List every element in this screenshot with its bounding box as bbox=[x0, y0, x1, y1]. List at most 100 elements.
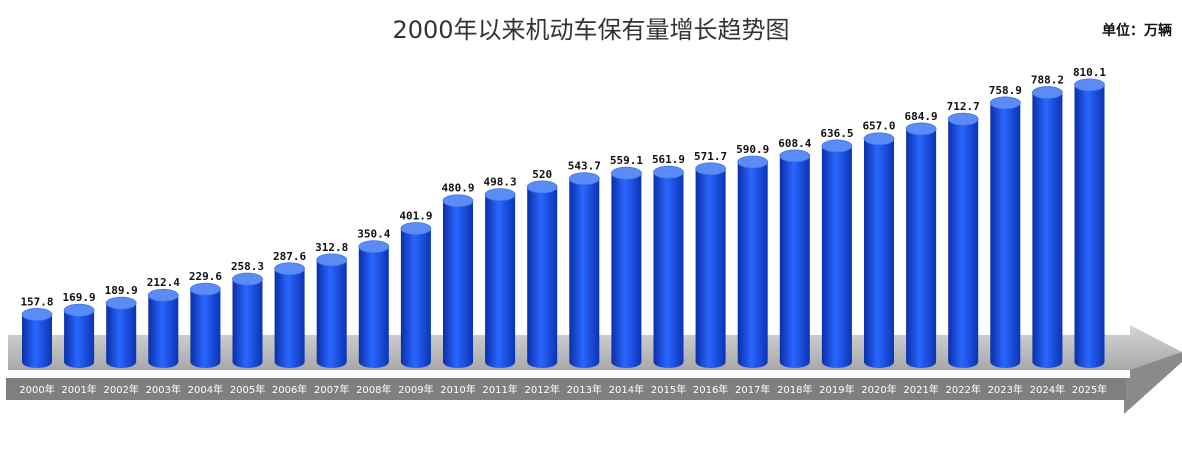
bar-21 bbox=[905, 122, 937, 368]
bar-top bbox=[947, 112, 979, 126]
x-tick-label: 2006年 bbox=[272, 383, 307, 396]
axis-band bbox=[6, 378, 1126, 400]
bar-2 bbox=[105, 296, 137, 368]
bar-12 bbox=[526, 180, 558, 368]
bar-5 bbox=[232, 272, 263, 368]
x-tick-label: 2018年 bbox=[777, 383, 812, 396]
data-label: 480.9 bbox=[441, 182, 474, 195]
bar-13 bbox=[568, 172, 600, 368]
bar-top bbox=[189, 282, 221, 296]
bar-body bbox=[864, 138, 894, 368]
bar-body bbox=[358, 246, 389, 368]
x-tick-label: 2005年 bbox=[230, 383, 265, 396]
bar-22 bbox=[947, 112, 979, 368]
tick-labels-group: 2000年 2001年 2002年 2003年 2004年 2005年 2006年 2007年… bbox=[19, 383, 1107, 396]
x-tick-label: 2003年 bbox=[146, 383, 181, 396]
bar-body bbox=[737, 162, 768, 368]
x-tick-label: 2024年 bbox=[1030, 383, 1065, 396]
bar-19 bbox=[821, 139, 853, 368]
x-tick-label: 2002年 bbox=[103, 383, 138, 396]
x-tick-label: 2022年 bbox=[945, 383, 980, 396]
data-label: 401.9 bbox=[399, 210, 432, 223]
bar-15 bbox=[653, 165, 684, 368]
bar-body bbox=[106, 303, 137, 368]
bar-top bbox=[863, 132, 895, 146]
x-tick-label: 2023年 bbox=[988, 383, 1023, 396]
bar-body bbox=[1074, 84, 1105, 369]
data-label: 157.8 bbox=[20, 295, 53, 308]
x-tick-label: 2025年 bbox=[1072, 383, 1107, 396]
x-tick-label: 2020年 bbox=[861, 383, 896, 396]
bar-top bbox=[905, 122, 937, 136]
bar-body bbox=[569, 178, 600, 368]
x-tick-label: 2015年 bbox=[651, 383, 686, 396]
bar-6 bbox=[274, 262, 306, 368]
bar-25 bbox=[1074, 78, 1105, 369]
x-tick-label: 2001年 bbox=[61, 383, 96, 396]
data-label: 258.3 bbox=[231, 260, 264, 273]
bar-top bbox=[63, 303, 95, 317]
bar-top bbox=[484, 188, 516, 201]
bar-9 bbox=[400, 222, 432, 368]
data-label: 350.4 bbox=[357, 228, 390, 241]
bar-17 bbox=[737, 155, 769, 368]
data-label: 559.1 bbox=[610, 154, 643, 167]
bar-top bbox=[358, 240, 390, 254]
chart-title: 2000年以来机动车保有量增长趋势图 bbox=[392, 16, 790, 44]
data-label: 561.9 bbox=[652, 153, 685, 166]
bar-top bbox=[653, 165, 684, 179]
bar-body bbox=[527, 186, 558, 368]
bar-16 bbox=[695, 162, 726, 368]
x-tick-label: 2013年 bbox=[567, 383, 602, 396]
bar-body bbox=[653, 172, 684, 368]
x-tick-label: 2011年 bbox=[482, 383, 517, 396]
data-label: 636.5 bbox=[820, 127, 853, 140]
bar-body bbox=[274, 268, 305, 368]
x-tick-label: 2000年 bbox=[19, 383, 54, 396]
x-tick-label: 2019年 bbox=[819, 383, 854, 396]
bar-3 bbox=[147, 288, 179, 368]
x-tick-label: 2009年 bbox=[398, 383, 433, 396]
bar-top bbox=[611, 166, 642, 180]
bar-top bbox=[316, 253, 348, 267]
data-label: 229.6 bbox=[189, 270, 222, 283]
bar-body bbox=[611, 173, 642, 368]
bar-top bbox=[442, 194, 474, 208]
data-label: 608.4 bbox=[778, 137, 811, 150]
bar-23 bbox=[989, 96, 1021, 369]
x-tick-label: 2008年 bbox=[356, 383, 391, 396]
bar-20 bbox=[863, 132, 895, 368]
bar-1 bbox=[63, 303, 95, 368]
bar-body bbox=[64, 310, 95, 368]
bar-body bbox=[1032, 92, 1063, 369]
data-label: 657.0 bbox=[862, 120, 895, 133]
bar-top bbox=[21, 308, 53, 321]
data-label: 312.8 bbox=[315, 241, 348, 254]
x-tick-label: 2010年 bbox=[440, 383, 475, 396]
bar-4 bbox=[189, 282, 221, 368]
bar-body bbox=[779, 155, 810, 368]
data-label: 810.1 bbox=[1073, 66, 1106, 79]
data-label: 590.9 bbox=[736, 143, 769, 156]
bar-top bbox=[737, 155, 769, 169]
x-tick-label: 2014年 bbox=[609, 383, 644, 396]
bar-top bbox=[105, 296, 137, 310]
bar-14 bbox=[611, 166, 642, 368]
x-tick-label: 2016年 bbox=[693, 383, 728, 396]
data-label: 758.9 bbox=[989, 84, 1022, 97]
unit-label: 单位：万辆 bbox=[1102, 23, 1172, 39]
data-label: 169.9 bbox=[63, 291, 96, 304]
x-tick-label: 2007年 bbox=[314, 383, 349, 396]
bar-body bbox=[190, 289, 221, 368]
data-label: 788.2 bbox=[1031, 74, 1064, 87]
bar-body bbox=[485, 194, 516, 368]
data-label: 520 bbox=[532, 168, 552, 181]
bar-body bbox=[821, 145, 852, 368]
bar-top bbox=[274, 262, 306, 276]
bar-body bbox=[948, 119, 979, 368]
bar-body bbox=[695, 168, 726, 368]
data-label: 287.6 bbox=[273, 250, 306, 263]
bar-0 bbox=[21, 308, 53, 368]
bar-7 bbox=[316, 253, 348, 368]
